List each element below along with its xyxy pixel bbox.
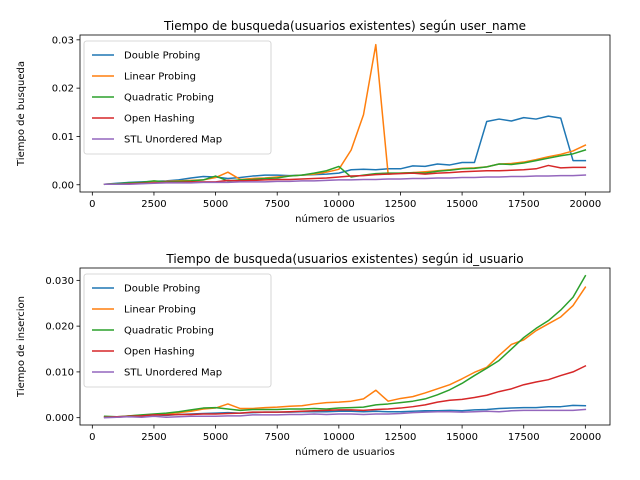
x-tick-label: 20000 <box>569 199 601 210</box>
y-tick: 0.02 <box>52 84 80 95</box>
y-tick-label: 0.020 <box>45 322 74 333</box>
series-line-stl-unordered-map <box>103 174 587 186</box>
x-tick: 5000 <box>203 192 228 210</box>
x-tick-label: 12500 <box>385 432 417 443</box>
x-tick: 12500 <box>385 192 417 210</box>
x-axis-label: número de usuarios <box>295 213 395 225</box>
x-tick-label: 12500 <box>385 199 417 210</box>
legend: Double Probing Linear Probing Quadratic Pr… <box>83 273 272 388</box>
chart-id-usuario: Tiempo de busqueda(usuarios existentes) … <box>16 252 611 458</box>
y-tick: 0.01 <box>52 132 80 143</box>
x-tick: 10000 <box>323 425 355 443</box>
y-tick: 0.03 <box>52 35 80 46</box>
legend-label-quadratic-probing: Quadratic Probing <box>124 326 214 337</box>
legend-label-linear-probing: Linear Probing <box>124 72 196 83</box>
x-tick-label: 7500 <box>264 199 289 210</box>
x-tick: 15000 <box>446 425 478 443</box>
x-tick-label: 10000 <box>323 432 355 443</box>
series-line-linear-probing <box>103 286 587 418</box>
series-line-quadratic-probing <box>103 274 587 418</box>
x-tick: 2500 <box>141 425 167 443</box>
x-tick-label: 15000 <box>446 432 478 443</box>
legend-label-double-probing: Double Probing <box>124 284 200 295</box>
legend: Double Probing Linear Probing Quadratic Pr… <box>83 40 272 155</box>
x-tick: 15000 <box>446 192 478 210</box>
x-tick: 17500 <box>508 192 540 210</box>
x-tick-label: 7500 <box>264 432 289 443</box>
x-tick-label: 0 <box>89 432 95 443</box>
x-tick-label: 5000 <box>203 432 228 443</box>
legend-label-open-hashing: Open Hashing <box>124 114 195 125</box>
y-tick-label: 0.01 <box>52 132 74 143</box>
x-tick: 0 <box>89 425 96 443</box>
x-tick-label: 17500 <box>508 199 540 210</box>
legend-label-stl-unordered-map: STL Unordered Map <box>124 368 222 379</box>
y-tick: 0.00 <box>52 180 80 191</box>
y-tick-label: 0.010 <box>45 367 74 378</box>
x-tick: 10000 <box>323 192 355 210</box>
x-tick: 7500 <box>264 425 290 443</box>
legend-label-linear-probing: Linear Probing <box>124 305 196 316</box>
legend-label-double-probing: Double Probing <box>124 51 200 62</box>
y-axis-label: Tiempo de busqueda <box>16 61 27 167</box>
y-tick-label: 0.00 <box>52 180 74 191</box>
x-tick-label: 10000 <box>323 199 355 210</box>
x-tick: 12500 <box>385 425 417 443</box>
y-tick: 0.010 <box>45 367 80 378</box>
y-tick: 0.020 <box>45 322 80 333</box>
legend-box <box>83 273 272 388</box>
x-tick: 17500 <box>508 425 540 443</box>
legend-label-open-hashing: Open Hashing <box>124 347 195 358</box>
x-tick: 2500 <box>141 192 167 210</box>
chart-title: Tiempo de busqueda(usuarios existentes) … <box>163 19 526 33</box>
plot-frame <box>79 267 611 426</box>
legend-label-stl-unordered-map: STL Unordered Map <box>124 135 222 146</box>
y-tick-label: 0.000 <box>45 413 74 424</box>
x-tick-label: 2500 <box>141 432 166 443</box>
x-tick-label: 15000 <box>446 199 478 210</box>
x-axis-label: número de usuarios <box>295 446 395 458</box>
chart-user-name: Tiempo de busqueda(usuarios existentes) … <box>16 19 611 225</box>
x-tick: 20000 <box>569 425 601 443</box>
plot-frame <box>79 34 611 193</box>
y-axis-label: Tiempo de insercion <box>16 296 27 398</box>
y-tick-label: 0.03 <box>52 35 74 46</box>
x-tick-label: 17500 <box>508 432 540 443</box>
legend-label-quadratic-probing: Quadratic Probing <box>124 93 214 104</box>
x-tick-label: 0 <box>89 199 95 210</box>
series-line-stl-unordered-map <box>103 408 587 419</box>
y-tick-label: 0.02 <box>52 84 74 95</box>
series-line-quadratic-probing <box>103 149 587 186</box>
x-tick: 7500 <box>264 192 290 210</box>
x-tick: 5000 <box>203 425 228 443</box>
y-tick-label: 0.030 <box>45 276 74 287</box>
x-tick-label: 5000 <box>203 199 228 210</box>
series-line-open-hashing <box>103 364 587 418</box>
y-tick: 0.030 <box>45 276 80 287</box>
x-tick: 0 <box>89 192 96 210</box>
x-tick: 20000 <box>569 192 601 210</box>
x-tick-label: 2500 <box>141 199 166 210</box>
chart-title: Tiempo de busqueda(usuarios existentes) … <box>165 252 523 266</box>
y-tick: 0.000 <box>45 413 80 424</box>
x-tick-label: 20000 <box>569 432 601 443</box>
legend-box <box>83 40 272 155</box>
